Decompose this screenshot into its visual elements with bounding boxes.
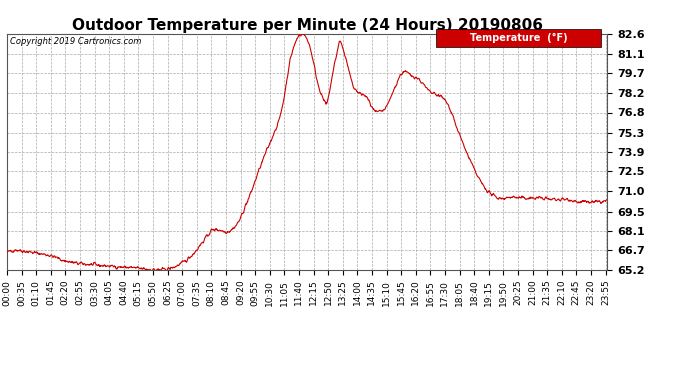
Text: Temperature  (°F): Temperature (°F) <box>470 33 567 43</box>
Title: Outdoor Temperature per Minute (24 Hours) 20190806: Outdoor Temperature per Minute (24 Hours… <box>72 18 542 33</box>
Bar <box>436 29 601 47</box>
Text: Copyright 2019 Cartronics.com: Copyright 2019 Cartronics.com <box>10 37 141 46</box>
